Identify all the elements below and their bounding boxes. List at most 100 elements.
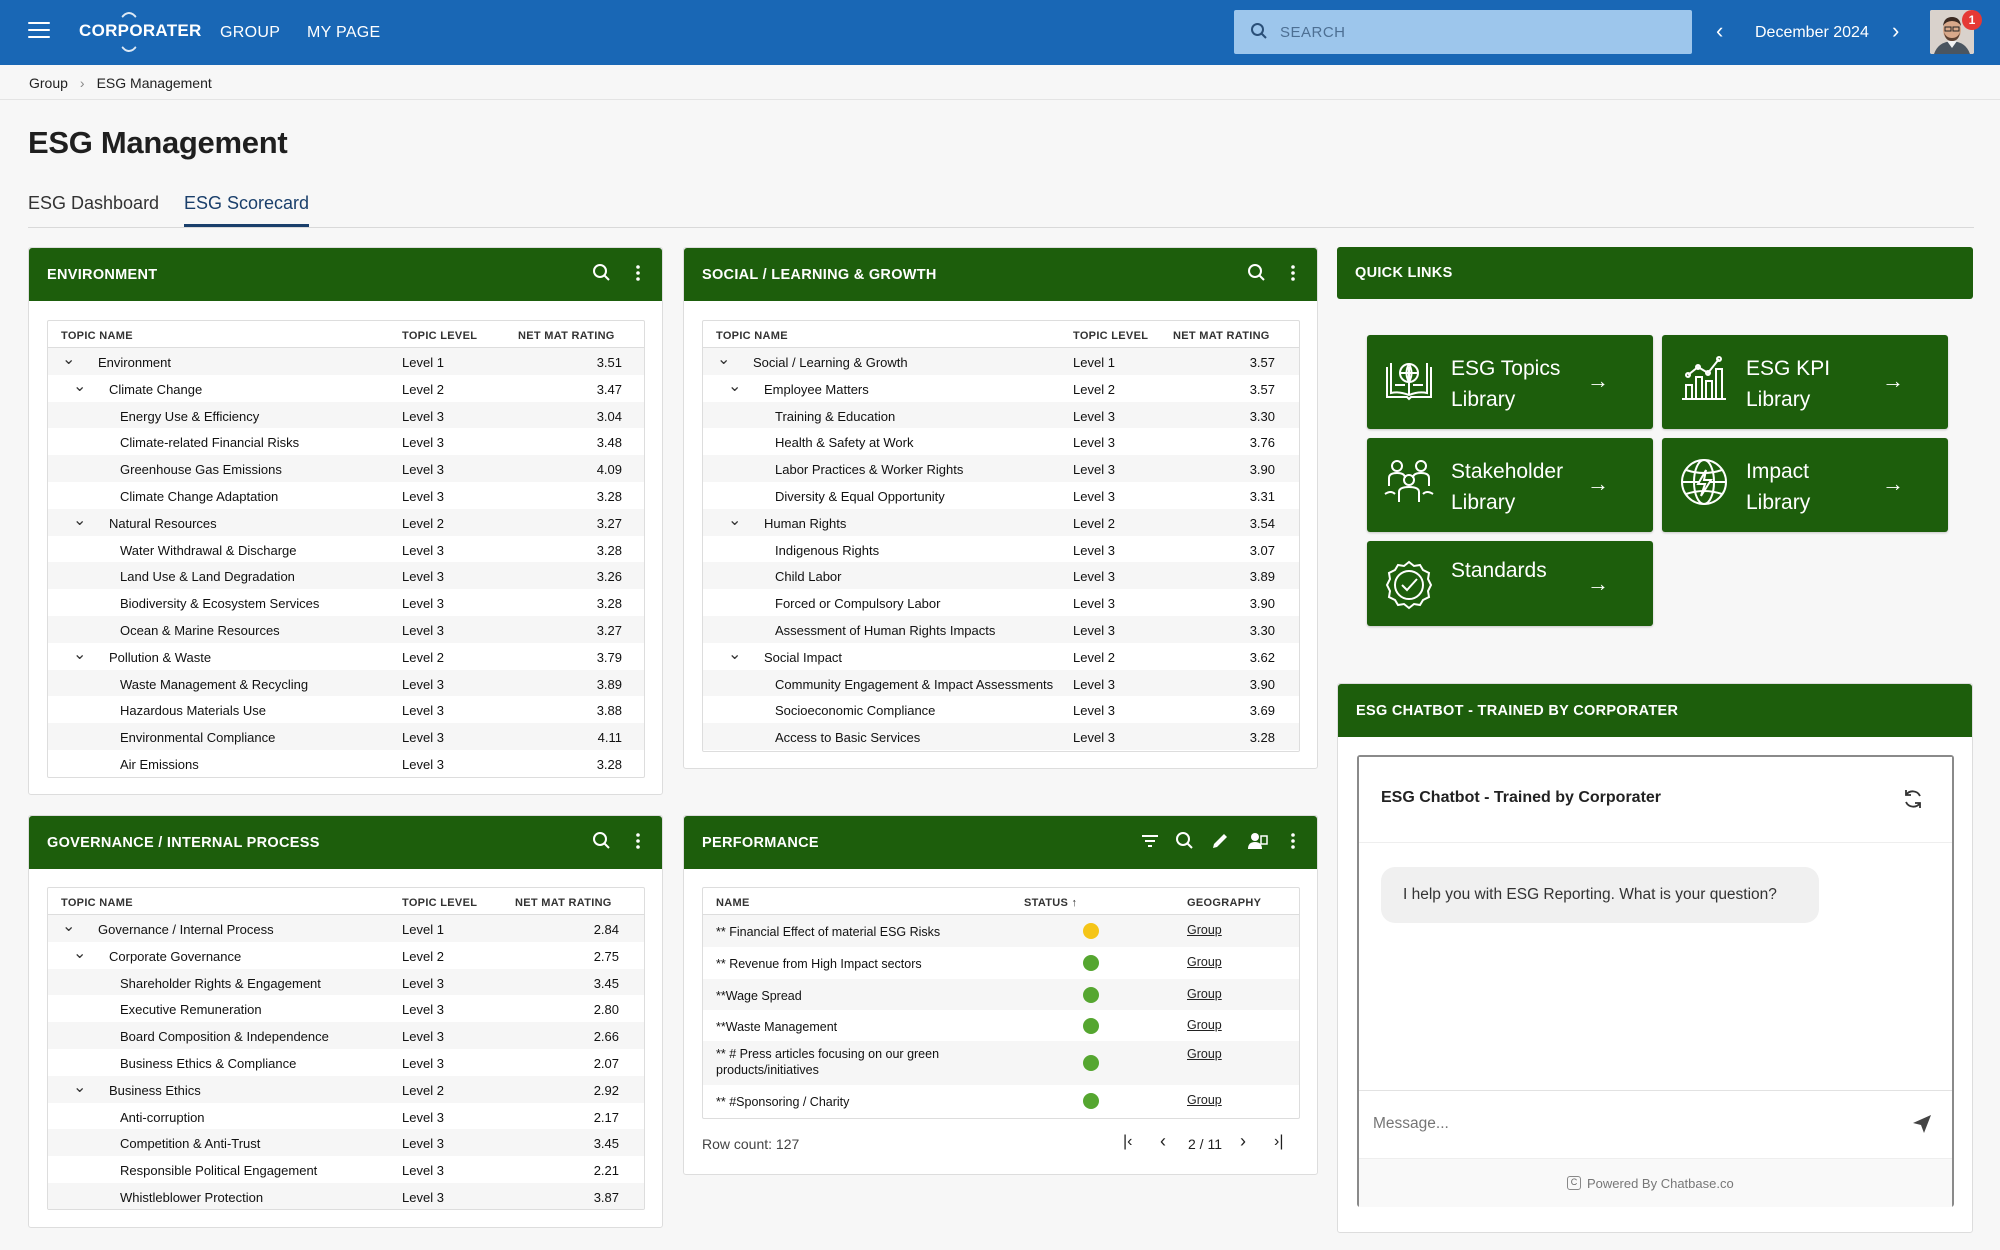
table-row[interactable]: Competition & Anti-Trust Level 3 3.45	[48, 1129, 644, 1157]
kpi-name[interactable]: **Wage Spread	[716, 989, 802, 1003]
search-input[interactable]	[1280, 20, 1670, 44]
refresh-icon[interactable]	[1901, 787, 1925, 811]
chevron-down-icon[interactable]: ⌄	[728, 645, 742, 663]
user-assign-icon[interactable]	[1246, 830, 1268, 852]
table-row[interactable]: ⌄ Climate Change Level 2 3.47	[48, 375, 644, 402]
message-input[interactable]	[1373, 1111, 1893, 1137]
table-row[interactable]: Diversity & Equal Opportunity Level 3 3.31	[703, 482, 1299, 509]
col-topic-level[interactable]: TOPIC LEVEL	[1073, 330, 1149, 342]
table-row[interactable]: **Waste Management Group	[703, 1010, 1299, 1041]
breadcrumb-group[interactable]: Group	[29, 75, 68, 91]
filter-icon[interactable]	[1139, 830, 1161, 852]
send-icon[interactable]	[1911, 1113, 1933, 1135]
table-row[interactable]: Health & Safety at Work Level 3 3.76	[703, 428, 1299, 455]
table-row[interactable]: ** Financial Effect of material ESG Risk…	[703, 915, 1299, 947]
table-row[interactable]: ** #Sponsoring / Charity Group	[703, 1085, 1299, 1117]
col-topic-level[interactable]: TOPIC LEVEL	[402, 330, 478, 342]
previous-page-chevron-icon[interactable]: ‹	[1160, 1131, 1166, 1151]
geography-link[interactable]: Group	[1187, 1047, 1222, 1061]
table-row[interactable]: Board Composition & Independence Level 3 2…	[48, 1022, 644, 1049]
quick-link-impact-library[interactable]: Impact Library →	[1662, 438, 1948, 532]
table-row[interactable]: ** # Press articles focusing on our gree…	[703, 1041, 1299, 1085]
chevron-down-icon[interactable]: ⌄	[73, 645, 87, 663]
col-geography[interactable]: GEOGRAPHY	[1187, 897, 1262, 909]
first-page-icon[interactable]: |‹	[1123, 1133, 1133, 1150]
table-row[interactable]: Ocean & Marine Resources Level 3 3.27	[48, 615, 644, 643]
table-row[interactable]: Biodiversity & Ecosystem Services Level 3…	[48, 589, 644, 616]
table-row[interactable]: Waste Management & Recycling Level 3 3.89	[48, 669, 644, 697]
table-row[interactable]: ** Revenue from High Impact sectors Group	[703, 947, 1299, 979]
table-row[interactable]: Assessment of Human Rights Impacts Level …	[703, 615, 1299, 643]
geography-link[interactable]: Group	[1187, 955, 1222, 969]
kpi-name[interactable]: ** #Sponsoring / Charity	[716, 1095, 850, 1109]
col-net-mat-rating[interactable]: NET MAT RATING	[518, 330, 615, 342]
table-row[interactable]: ⌄ Employee Matters Level 2 3.57	[703, 375, 1299, 402]
col-topic-name[interactable]: TOPIC NAME	[716, 330, 788, 342]
table-row[interactable]: Indigenous Rights Level 3 3.07	[703, 536, 1299, 563]
geography-link[interactable]: Group	[1187, 923, 1222, 937]
table-row[interactable]: Access to Basic Services Level 3 3.28	[703, 723, 1299, 750]
edit-pencil-icon[interactable]	[1209, 830, 1231, 852]
geography-link[interactable]: Group	[1187, 1018, 1222, 1032]
chevron-down-icon[interactable]: ⌄	[728, 377, 742, 395]
kpi-name[interactable]: **Waste Management	[716, 1020, 838, 1034]
next-page-chevron-icon[interactable]: ›	[1240, 1131, 1246, 1151]
col-topic-name[interactable]: TOPIC NAME	[61, 330, 133, 342]
more-options-icon[interactable]	[627, 830, 649, 852]
more-options-icon[interactable]	[1282, 830, 1304, 852]
col-topic-level[interactable]: TOPIC LEVEL	[402, 897, 478, 909]
table-row[interactable]: ⌄ Social Impact Level 2 3.62	[703, 643, 1299, 670]
table-row[interactable]: Socioeconomic Compliance Level 3 3.69	[703, 696, 1299, 723]
kpi-name[interactable]: ** # Press articles focusing on our gree…	[716, 1047, 940, 1077]
table-row[interactable]: ⌄ Social / Learning & Growth Level 1 3.57	[703, 348, 1299, 375]
chevron-down-icon[interactable]: ⌄	[73, 511, 87, 529]
col-status[interactable]: STATUS ↑	[1024, 897, 1078, 909]
table-row[interactable]: ⌄ Governance / Internal Process Level 1 2.8…	[48, 915, 644, 942]
table-row[interactable]: Hazardous Materials Use Level 3 3.88	[48, 696, 644, 723]
col-name[interactable]: NAME	[716, 897, 750, 909]
table-row[interactable]: Labor Practices & Worker Rights Level 3 3.…	[703, 455, 1299, 482]
table-row[interactable]: Forced or Compulsory Labor Level 3 3.90	[703, 589, 1299, 616]
table-row[interactable]: ⌄ Business Ethics Level 2 2.92	[48, 1075, 644, 1103]
col-net-mat-rating[interactable]: NET MAT RATING	[1173, 330, 1270, 342]
kpi-name[interactable]: ** Revenue from High Impact sectors	[716, 957, 922, 971]
chevron-down-icon[interactable]: ⌄	[73, 377, 87, 395]
table-row[interactable]: Energy Use & Efficiency Level 3 3.04	[48, 401, 644, 429]
table-row[interactable]: Shareholder Rights & Engagement Level 3 3.…	[48, 968, 644, 996]
chevron-down-icon[interactable]: ⌄	[728, 511, 742, 529]
search-icon[interactable]	[591, 830, 613, 852]
kpi-name[interactable]: ** Financial Effect of material ESG Risk…	[716, 925, 941, 939]
geography-link[interactable]: Group	[1187, 1093, 1222, 1107]
chevron-down-icon[interactable]: ⌄	[73, 944, 87, 962]
previous-period-chevron-icon[interactable]: ‹	[1716, 18, 1724, 43]
table-row[interactable]: ⌄ Natural Resources Level 2 3.27	[48, 508, 644, 536]
geography-link[interactable]: Group	[1187, 987, 1222, 1001]
last-page-icon[interactable]: ›|	[1274, 1133, 1284, 1150]
table-row[interactable]: Anti-corruption Level 3 2.17	[48, 1103, 644, 1130]
table-row[interactable]: **Wage Spread Group	[703, 979, 1299, 1010]
table-row[interactable]: Environmental Compliance Level 3 4.11	[48, 723, 644, 750]
table-row[interactable]: Air Emissions Level 3 3.28	[48, 750, 644, 777]
nav-my-page[interactable]: MY PAGE	[307, 24, 381, 41]
quick-link-stakeholder-library[interactable]: Stakeholder Library →	[1367, 438, 1653, 532]
table-row[interactable]: Training & Education Level 3 3.30	[703, 401, 1299, 429]
powered-by[interactable]: Powered By Chatbase.co	[1587, 1176, 1734, 1191]
nav-group[interactable]: GROUP	[220, 24, 281, 41]
chevron-down-icon[interactable]: ⌄	[73, 1078, 87, 1096]
chevron-down-icon[interactable]: ⌄	[62, 918, 76, 935]
search-bar[interactable]	[1234, 10, 1692, 54]
table-row[interactable]: ⌄ Corporate Governance Level 2 2.75	[48, 942, 644, 969]
col-net-mat-rating[interactable]: NET MAT RATING	[515, 897, 612, 909]
current-period[interactable]: December 2024	[1755, 24, 1869, 41]
table-row[interactable]: Climate Change Adaptation Level 3 3.28	[48, 482, 644, 509]
table-row[interactable]: Community Engagement & Impact Assessment…	[703, 669, 1299, 697]
tab-esg-scorecard[interactable]: ESG Scorecard	[184, 193, 310, 227]
table-row[interactable]: Land Use & Land Degradation Level 3 3.26	[48, 562, 644, 590]
chevron-down-icon[interactable]: ⌄	[62, 351, 76, 368]
next-period-chevron-icon[interactable]: ›	[1892, 18, 1900, 43]
table-row[interactable]: Child Labor Level 3 3.89	[703, 562, 1299, 590]
table-row[interactable]: ⌄ Pollution & Waste Level 2 3.79	[48, 643, 644, 670]
search-icon[interactable]	[1174, 830, 1196, 852]
search-icon[interactable]	[1246, 262, 1268, 284]
quick-link-standards[interactable]: Standards →	[1367, 541, 1653, 626]
